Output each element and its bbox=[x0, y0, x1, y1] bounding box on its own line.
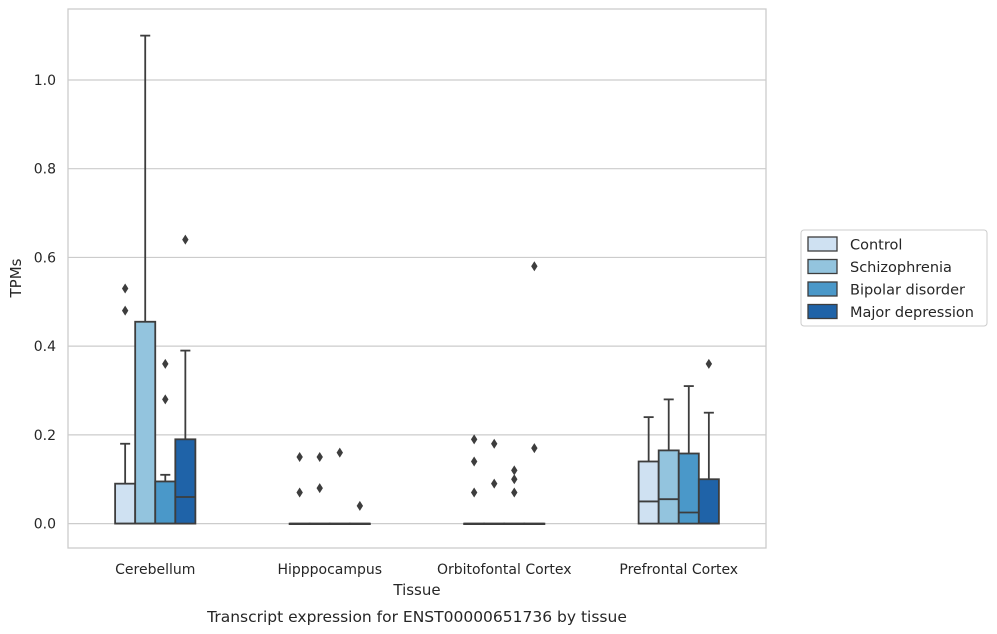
box bbox=[657, 449, 680, 525]
outlier-point bbox=[705, 358, 713, 369]
x-tick-label: Prefrontal Cortex bbox=[619, 562, 738, 578]
outlier-point bbox=[162, 394, 169, 405]
legend-label: Schizophrenia bbox=[850, 260, 952, 276]
outlier-point bbox=[531, 443, 538, 454]
box-group bbox=[154, 358, 177, 525]
box-group bbox=[697, 358, 720, 525]
legend-label: Bipolar disorder bbox=[850, 283, 965, 299]
outlier-point bbox=[182, 234, 189, 245]
box bbox=[637, 460, 660, 525]
box-group bbox=[483, 438, 506, 526]
box-group bbox=[677, 385, 700, 525]
box-group bbox=[308, 452, 331, 526]
outlier-point bbox=[511, 465, 518, 476]
x-tick-label: Orbitofontal Cortex bbox=[437, 562, 572, 578]
outlier-point bbox=[296, 452, 303, 463]
y-tick-label: 0.6 bbox=[34, 250, 56, 266]
x-tick-labels: Cerebellum Hipppocampus Orbitofontal Corte… bbox=[115, 562, 738, 578]
outlier-point bbox=[470, 487, 478, 498]
y-tick-label: 1.0 bbox=[34, 73, 56, 89]
outlier-point bbox=[316, 452, 323, 463]
x-tick-label: Cerebellum bbox=[115, 562, 195, 578]
box-group bbox=[114, 283, 137, 525]
x-tick-label: Hipppocampus bbox=[277, 562, 382, 578]
outlier-point bbox=[470, 456, 478, 467]
legend-label: Control bbox=[850, 238, 902, 254]
y-axis-label: TPMs bbox=[7, 258, 25, 298]
box-group bbox=[134, 34, 157, 525]
box-group bbox=[503, 465, 526, 526]
plot-frame bbox=[67, 8, 767, 549]
outlier-point bbox=[531, 261, 538, 272]
legend-label: Major depression bbox=[850, 305, 974, 321]
legend-swatch bbox=[807, 258, 838, 275]
box bbox=[154, 480, 177, 525]
box bbox=[114, 482, 137, 525]
box bbox=[697, 478, 720, 525]
y-tick-labels: 0.0 0.2 0.4 0.6 0.8 1.0 bbox=[34, 73, 56, 533]
x-axis-label: Tissue bbox=[392, 581, 440, 599]
outlier-point bbox=[511, 487, 518, 498]
outlier-point bbox=[121, 305, 129, 316]
box-group bbox=[657, 398, 680, 525]
legend-swatch bbox=[807, 303, 838, 320]
legend-swatch bbox=[807, 281, 838, 297]
outlier-point bbox=[356, 500, 364, 511]
y-tick-label: 0.2 bbox=[34, 428, 56, 444]
legend-swatch bbox=[807, 236, 838, 252]
outlier-point bbox=[316, 483, 323, 494]
figure-caption: Transcript expression for ENST0000065173… bbox=[206, 608, 627, 626]
y-tick-label: 0.8 bbox=[34, 162, 56, 178]
outlier-point bbox=[491, 478, 498, 489]
legend-frame bbox=[800, 229, 988, 327]
box bbox=[134, 320, 157, 525]
box-group bbox=[463, 434, 486, 526]
box-group bbox=[523, 261, 546, 526]
outlier-point bbox=[470, 434, 478, 445]
legend: Control Schizophrenia Bipolar disorder Majo… bbox=[800, 229, 988, 327]
box bbox=[174, 438, 197, 525]
box-group bbox=[174, 234, 197, 525]
y-tick-label: 0.4 bbox=[34, 339, 56, 355]
box-group bbox=[637, 416, 660, 525]
boxes bbox=[114, 34, 720, 526]
outlier-point bbox=[162, 358, 169, 369]
box-group bbox=[288, 452, 311, 526]
outlier-point bbox=[296, 487, 303, 498]
outlier-point bbox=[121, 283, 129, 294]
outlier-point bbox=[511, 474, 518, 485]
box-group bbox=[348, 500, 371, 526]
outlier-point bbox=[491, 438, 498, 449]
box-group bbox=[328, 447, 351, 526]
outlier-point bbox=[336, 447, 343, 458]
y-tick-label: 0.0 bbox=[34, 517, 56, 533]
